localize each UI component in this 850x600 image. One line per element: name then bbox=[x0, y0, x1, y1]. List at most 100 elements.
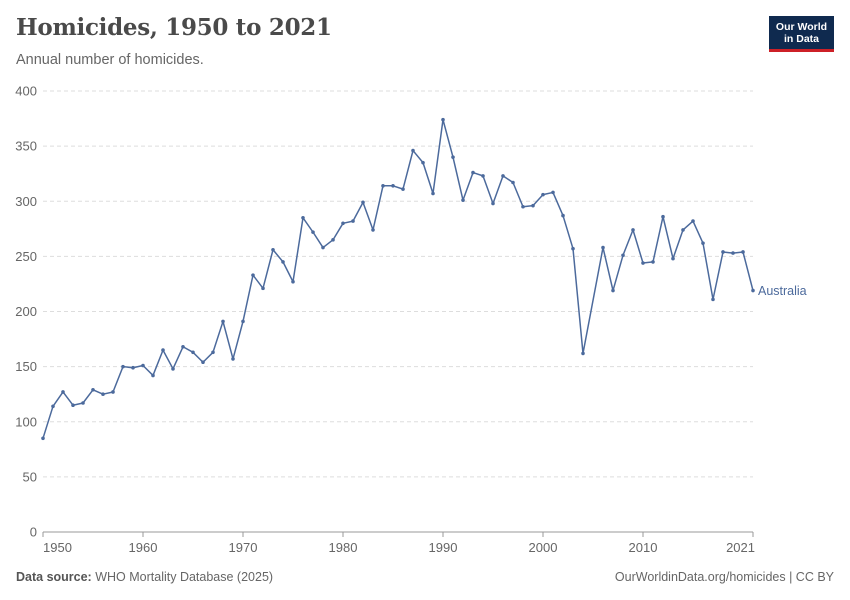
logo-line-1: Our World bbox=[775, 21, 828, 33]
y-tick-label-150: 150 bbox=[15, 359, 37, 374]
data-point-1961 bbox=[151, 373, 155, 378]
data-point-1976 bbox=[301, 215, 305, 220]
data-point-2012 bbox=[661, 214, 665, 219]
data-point-1963 bbox=[171, 367, 175, 371]
y-tick-label-400: 400 bbox=[15, 84, 37, 99]
data-point-1998 bbox=[521, 204, 525, 209]
data-point-2003 bbox=[571, 246, 575, 251]
x-axis: 1950 1960 1970 1980 1990 2000 2010 2021 bbox=[42, 531, 755, 555]
data-point-1969 bbox=[231, 357, 235, 361]
data-point-2016 bbox=[701, 241, 705, 245]
y-tick-label-50: 50 bbox=[23, 469, 37, 484]
data-point-1979 bbox=[331, 238, 335, 242]
data-point-1956 bbox=[101, 392, 105, 396]
data-point-1967 bbox=[211, 350, 215, 355]
data-point-1974 bbox=[281, 260, 285, 264]
x-tick-label-1960: 1960 bbox=[129, 540, 158, 555]
data-point-2000 bbox=[541, 192, 545, 197]
data-point-1972 bbox=[261, 286, 265, 291]
data-point-2009 bbox=[631, 228, 635, 232]
data-point-1971 bbox=[251, 273, 255, 277]
y-tick-label-0: 0 bbox=[30, 525, 37, 540]
series-line-australia bbox=[42, 118, 754, 439]
data-point-1953 bbox=[71, 403, 75, 408]
y-tick-label-200: 200 bbox=[15, 304, 37, 319]
data-point-1997 bbox=[511, 180, 515, 185]
data-source: Data source: WHO Mortality Database (202… bbox=[16, 570, 273, 584]
chart-title: Homicides, 1950 to 2021 bbox=[16, 14, 332, 41]
data-point-2010 bbox=[641, 261, 645, 265]
source-link[interactable]: OurWorldinData.org/homicides | CC BY bbox=[614, 570, 834, 584]
y-tick-label-100: 100 bbox=[15, 414, 37, 429]
data-point-1985 bbox=[391, 184, 395, 188]
data-point-2008 bbox=[621, 253, 625, 258]
data-point-1987 bbox=[411, 148, 415, 153]
data-point-1990 bbox=[441, 117, 445, 122]
data-point-1980 bbox=[341, 221, 345, 226]
data-point-1999 bbox=[531, 203, 535, 208]
data-point-1994 bbox=[481, 174, 485, 178]
y-tick-label-350: 350 bbox=[15, 139, 37, 154]
data-point-1977 bbox=[311, 230, 315, 234]
data-point-2011 bbox=[651, 260, 655, 264]
data-point-1968 bbox=[221, 319, 225, 324]
x-tick-label-1980: 1980 bbox=[329, 540, 358, 555]
data-point-2014 bbox=[681, 228, 685, 232]
x-tick-label-2000: 2000 bbox=[529, 540, 558, 555]
series-label-australia: Australia bbox=[758, 284, 807, 298]
data-point-1975 bbox=[291, 279, 295, 284]
data-point-1991 bbox=[451, 155, 455, 159]
data-point-1960 bbox=[141, 363, 145, 368]
data-point-2019 bbox=[731, 251, 735, 255]
data-point-1966 bbox=[201, 360, 205, 365]
data-point-1964 bbox=[181, 344, 185, 349]
data-point-1973 bbox=[271, 247, 275, 252]
data-point-1978 bbox=[321, 245, 325, 250]
y-tick-label-300: 300 bbox=[15, 194, 37, 209]
data-point-2001 bbox=[551, 190, 555, 195]
series-group: Australia bbox=[41, 117, 807, 441]
data-point-1995 bbox=[491, 201, 495, 206]
data-point-2013 bbox=[671, 256, 675, 261]
data-point-1955 bbox=[91, 387, 95, 392]
owid-logo[interactable]: Our World in Data bbox=[769, 16, 834, 52]
data-point-1992 bbox=[461, 198, 465, 202]
data-point-2021 bbox=[751, 288, 755, 293]
data-point-2018 bbox=[721, 250, 725, 254]
data-point-2015 bbox=[691, 219, 695, 223]
data-point-1993 bbox=[471, 170, 475, 175]
x-tick-label-2010: 2010 bbox=[629, 540, 658, 555]
data-point-1988 bbox=[421, 160, 425, 165]
data-point-1982 bbox=[361, 200, 365, 205]
data-point-2004 bbox=[581, 351, 585, 356]
data-point-2007 bbox=[611, 288, 615, 293]
data-point-2017 bbox=[711, 297, 715, 302]
x-tick-label-1950: 1950 bbox=[43, 540, 72, 555]
data-point-1970 bbox=[241, 319, 245, 324]
data-point-1962 bbox=[161, 348, 165, 352]
data-point-1989 bbox=[431, 191, 435, 196]
data-point-1983 bbox=[371, 228, 375, 232]
y-tick-label-250: 250 bbox=[15, 249, 37, 264]
data-source-label: Data source: bbox=[16, 570, 92, 584]
data-point-1981 bbox=[351, 219, 355, 223]
chart-subtitle: Annual number of homicides. bbox=[16, 52, 204, 68]
logo-line-2: in Data bbox=[783, 33, 819, 45]
data-point-1958 bbox=[121, 364, 125, 369]
x-tick-label-2021: 2021 bbox=[726, 540, 755, 555]
data-point-1996 bbox=[501, 174, 505, 178]
y-axis: 0 50 100 150 200 250 300 350 400 bbox=[15, 84, 37, 540]
data-point-1965 bbox=[191, 350, 195, 355]
x-tick-label-1990: 1990 bbox=[429, 540, 458, 555]
data-point-1954 bbox=[81, 401, 85, 405]
gridlines bbox=[43, 90, 753, 478]
x-tick-label-1970: 1970 bbox=[229, 540, 258, 555]
data-point-2002 bbox=[561, 213, 565, 218]
data-point-1957 bbox=[111, 390, 115, 394]
data-point-1984 bbox=[381, 184, 385, 188]
data-point-1959 bbox=[131, 365, 135, 370]
data-point-1952 bbox=[61, 390, 65, 394]
data-point-2020 bbox=[741, 250, 745, 254]
data-point-1950 bbox=[41, 436, 45, 441]
